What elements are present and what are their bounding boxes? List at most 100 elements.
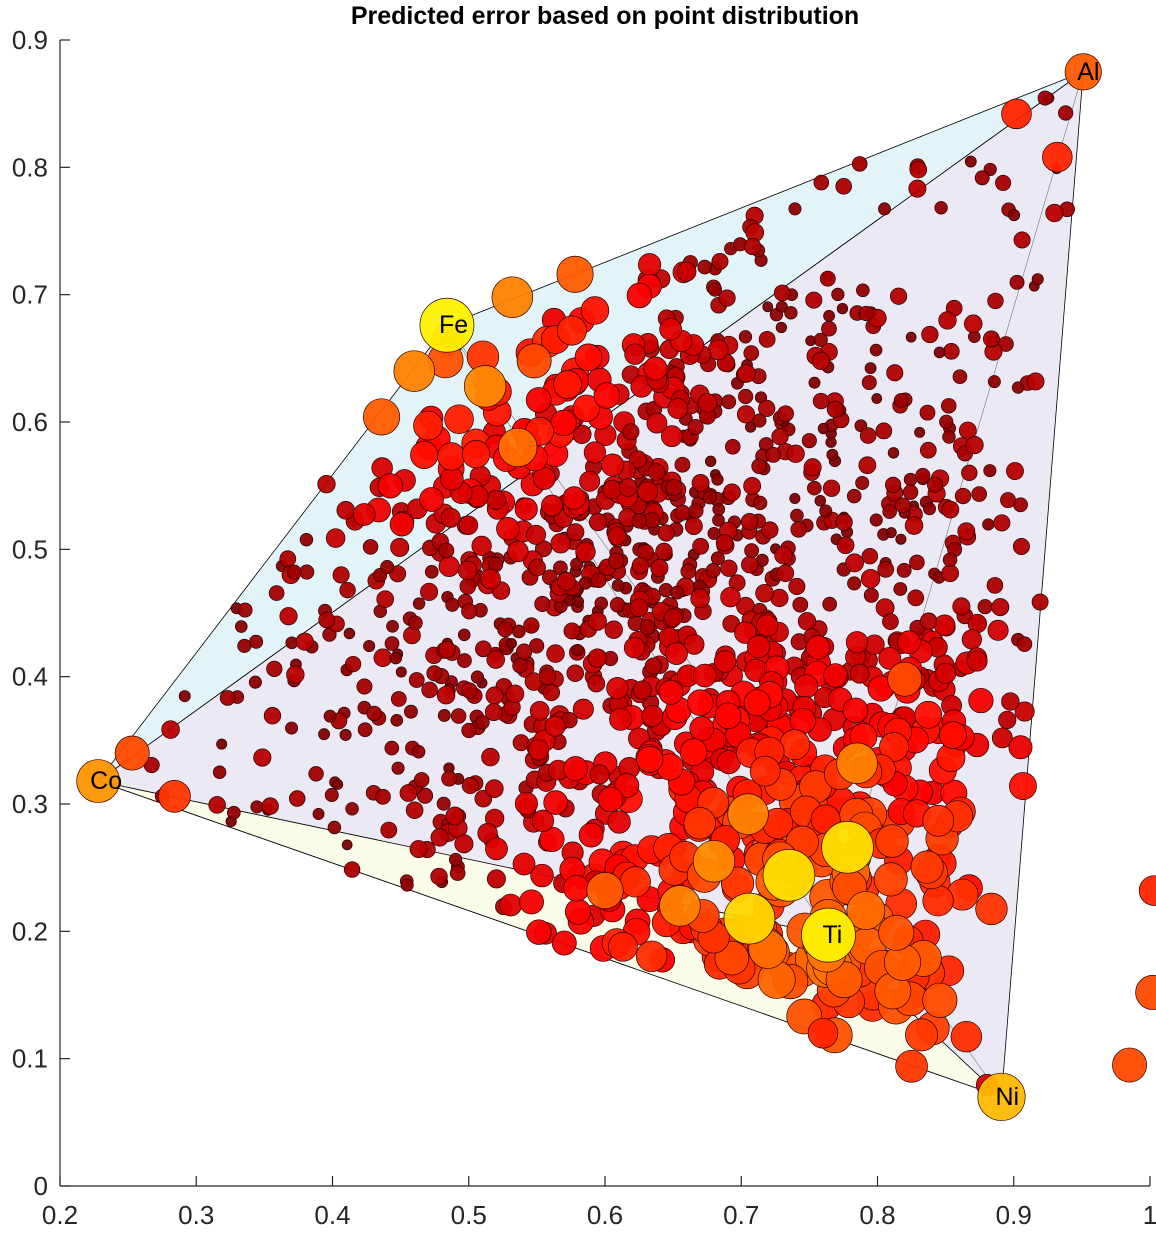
data-point	[922, 982, 958, 1018]
data-point	[295, 632, 314, 651]
data-point	[618, 478, 638, 497]
data-point	[580, 296, 610, 325]
data-point	[609, 707, 632, 731]
data-point	[643, 356, 668, 381]
data-point	[869, 513, 883, 527]
data-point	[847, 576, 862, 591]
data-point	[1135, 975, 1156, 1010]
data-point	[975, 892, 1008, 926]
vertex-label-co: Co	[90, 767, 122, 795]
data-point	[512, 658, 528, 674]
data-point	[608, 931, 638, 962]
data-point	[658, 679, 684, 705]
data-point	[525, 387, 552, 413]
data-point	[395, 666, 407, 678]
data-point	[674, 504, 691, 521]
data-point	[1045, 203, 1064, 223]
data-point	[362, 398, 401, 436]
data-point	[922, 804, 955, 837]
data-point	[860, 568, 881, 589]
data-point	[461, 682, 478, 699]
data-point	[758, 399, 776, 418]
data-point	[626, 282, 653, 309]
y-tick-label: 0.8	[12, 152, 48, 182]
data-point	[650, 558, 669, 577]
data-point	[777, 405, 794, 422]
data-point	[659, 885, 701, 927]
data-point	[376, 590, 394, 608]
data-point	[430, 828, 449, 847]
data-point	[411, 745, 426, 759]
data-point	[919, 441, 937, 459]
data-point	[727, 793, 769, 835]
data-point	[736, 405, 756, 424]
data-point	[327, 820, 342, 835]
data-point	[583, 441, 607, 464]
data-point	[908, 179, 927, 198]
data-point	[743, 689, 771, 717]
data-point	[352, 503, 376, 526]
data-point	[887, 661, 923, 697]
y-tick-label: 0.3	[12, 789, 48, 819]
data-point	[575, 541, 596, 563]
data-point	[897, 630, 921, 655]
data-point	[161, 720, 180, 739]
data-point	[966, 650, 988, 672]
data-point	[846, 891, 886, 930]
data-point	[721, 394, 737, 410]
data-point	[986, 577, 1004, 594]
data-point	[471, 535, 492, 557]
data-point	[384, 636, 400, 651]
data-point	[977, 1072, 1026, 1121]
data-point	[665, 479, 683, 496]
chart-title: Predicted error based on point distribut…	[350, 2, 860, 30]
data-point	[1001, 98, 1032, 130]
data-point	[941, 564, 959, 583]
data-point	[723, 483, 741, 502]
data-point	[803, 458, 822, 477]
data-point	[405, 801, 424, 819]
data-point	[821, 320, 837, 337]
data-point	[486, 650, 506, 669]
data-point	[1064, 53, 1102, 91]
data-point	[550, 409, 577, 437]
data-point	[551, 930, 577, 956]
data-point	[332, 566, 350, 584]
data-point	[821, 821, 874, 874]
data-point	[805, 291, 823, 309]
data-point	[546, 644, 565, 663]
data-point	[572, 394, 601, 423]
data-point	[543, 790, 568, 815]
data-point	[940, 398, 957, 414]
data-point	[496, 516, 520, 541]
data-point	[755, 583, 774, 603]
data-point	[836, 742, 878, 785]
data-point	[534, 595, 551, 612]
data-point	[587, 674, 606, 693]
data-point	[641, 704, 664, 727]
data-point	[812, 392, 830, 410]
data-point	[461, 722, 477, 739]
data-point	[942, 430, 956, 444]
data-point	[968, 687, 994, 714]
data-point	[248, 675, 262, 689]
data-point	[771, 428, 789, 446]
data-point	[691, 474, 710, 492]
data-point	[279, 550, 297, 568]
data-point	[516, 343, 552, 379]
data-point	[941, 500, 960, 519]
y-tick-label: 0	[34, 1171, 48, 1201]
data-point	[758, 330, 776, 348]
data-point	[697, 393, 718, 413]
data-point	[790, 508, 804, 523]
data-point	[813, 174, 830, 191]
data-point	[542, 683, 561, 702]
data-point	[458, 515, 479, 535]
data-point	[412, 597, 426, 610]
data-point	[741, 555, 759, 574]
data-point	[720, 559, 738, 577]
vertex-label-fe: Fe	[439, 311, 468, 339]
data-point	[480, 568, 501, 590]
data-point	[958, 421, 977, 440]
data-point	[341, 839, 353, 851]
